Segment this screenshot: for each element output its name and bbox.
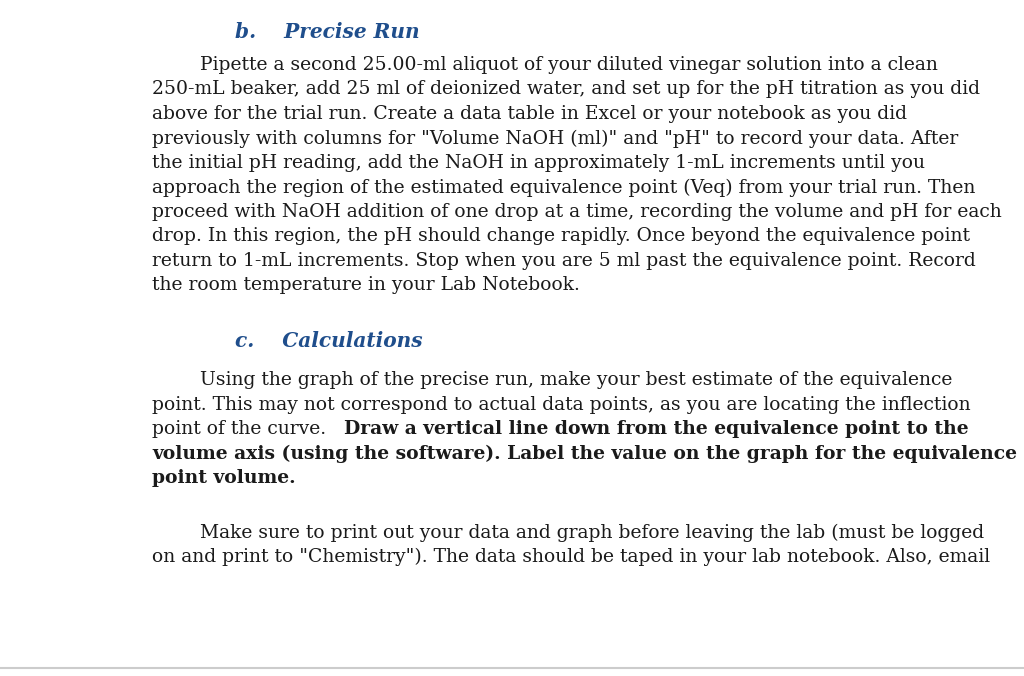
Text: c.    Calculations: c. Calculations [234, 331, 423, 351]
Text: above for the trial run. Create a data table in Excel or your notebook as you di: above for the trial run. Create a data t… [152, 105, 907, 123]
Text: previously with columns for "Volume NaOH (ml)" and "pH" to record your data. Aft: previously with columns for "Volume NaOH… [152, 130, 958, 148]
Text: Make sure to print out your data and graph before leaving the lab (must be logge: Make sure to print out your data and gra… [152, 523, 984, 541]
Text: volume axis (using the software). Label the value on the graph for the equivalen: volume axis (using the software). Label … [152, 445, 1017, 463]
Text: point of the curve.: point of the curve. [152, 420, 332, 438]
Text: the initial pH reading, add the NaOH in approximately 1-mL increments until you: the initial pH reading, add the NaOH in … [152, 154, 925, 172]
Text: Using the graph of the precise run, make your best estimate of the equivalence: Using the graph of the precise run, make… [152, 371, 952, 389]
Text: b.    Precise Run: b. Precise Run [234, 22, 420, 42]
Text: Pipette a second 25.00-ml aliquot of your diluted vinegar solution into a clean: Pipette a second 25.00-ml aliquot of you… [152, 56, 938, 74]
Text: proceed with NaOH addition of one drop at a time, recording the volume and pH fo: proceed with NaOH addition of one drop a… [152, 203, 1001, 221]
Text: point volume.: point volume. [152, 469, 296, 487]
Text: return to 1-mL increments. Stop when you are 5 ml past the equivalence point. Re: return to 1-mL increments. Stop when you… [152, 252, 976, 270]
Text: point. This may not correspond to actual data points, as you are locating the in: point. This may not correspond to actual… [152, 395, 971, 414]
Text: the room temperature in your Lab Notebook.: the room temperature in your Lab Noteboo… [152, 276, 580, 295]
Text: on and print to "Chemistry"). The data should be taped in your lab notebook. Als: on and print to "Chemistry"). The data s… [152, 548, 990, 566]
Text: Draw a vertical line down from the equivalence point to the: Draw a vertical line down from the equiv… [344, 420, 969, 438]
Text: drop. In this region, the pH should change rapidly. Once beyond the equivalence : drop. In this region, the pH should chan… [152, 228, 970, 245]
Text: approach the region of the estimated equivalence point (Veq) from your trial run: approach the region of the estimated equ… [152, 178, 976, 197]
Text: 250-mL beaker, add 25 ml of deionized water, and set up for the pH titration as : 250-mL beaker, add 25 ml of deionized wa… [152, 80, 980, 99]
